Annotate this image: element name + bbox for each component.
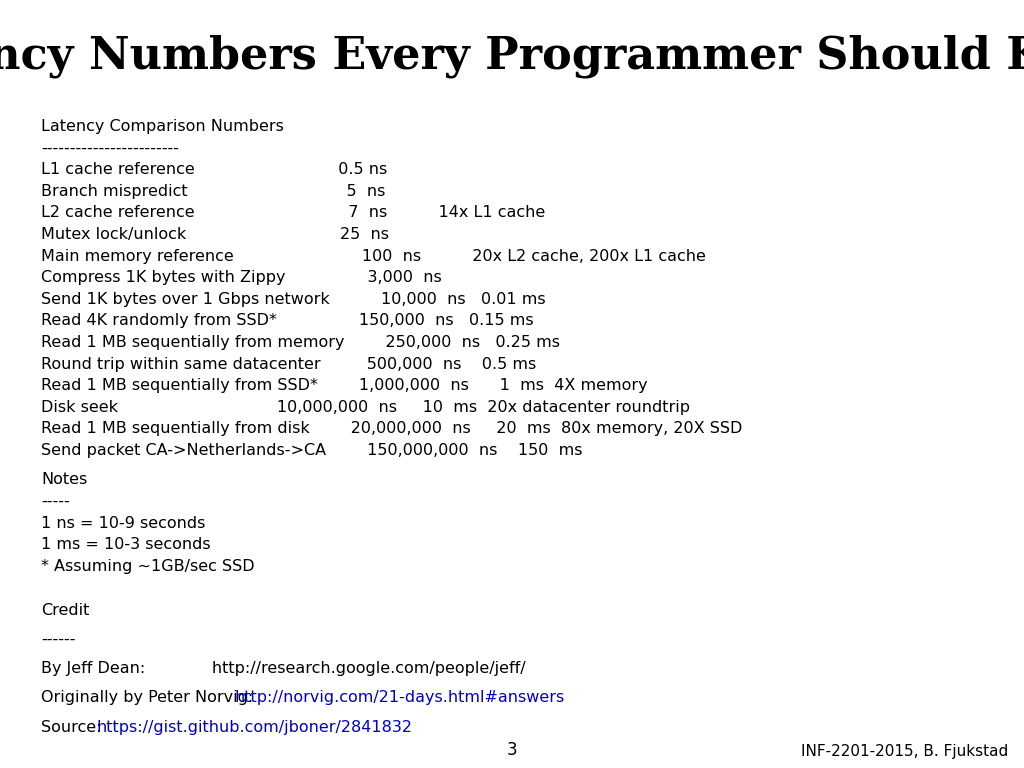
Text: ------: ------: [41, 632, 76, 647]
Text: Notes
-----
1 ns = 10-9 seconds
1 ms = 10-3 seconds
* Assuming ~1GB/sec SSD: Notes ----- 1 ns = 10-9 seconds 1 ms = 1…: [41, 472, 255, 574]
Text: Source:: Source:: [41, 720, 106, 735]
Text: Latency Comparison Numbers
------------------------
L1 cache reference          : Latency Comparison Numbers -------------…: [41, 119, 742, 458]
Text: INF-2201-2015, B. Fjukstad: INF-2201-2015, B. Fjukstad: [802, 743, 1009, 759]
Text: Originally by Peter Norvig:: Originally by Peter Norvig:: [41, 690, 258, 706]
Text: https://gist.github.com/jboner/2841832: https://gist.github.com/jboner/2841832: [96, 720, 413, 735]
Text: By Jeff Dean:             http://research.google.com/people/jeff/: By Jeff Dean: http://research.google.com…: [41, 661, 525, 677]
Text: Credit: Credit: [41, 603, 89, 618]
Text: http://norvig.com/21-days.html#answers: http://norvig.com/21-days.html#answers: [234, 690, 564, 706]
Text: 3: 3: [507, 741, 517, 759]
Text: Latency Numbers Every Programmer Should Know: Latency Numbers Every Programmer Should …: [0, 35, 1024, 78]
